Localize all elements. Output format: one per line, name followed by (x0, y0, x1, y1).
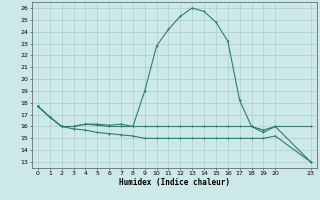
X-axis label: Humidex (Indice chaleur): Humidex (Indice chaleur) (119, 178, 230, 187)
